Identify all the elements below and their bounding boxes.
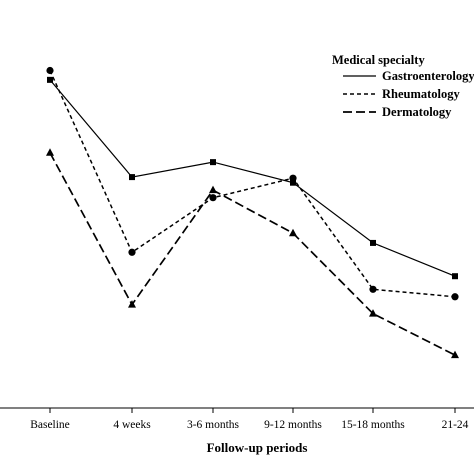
data-point-circle xyxy=(46,66,54,75)
data-point-triangle xyxy=(46,148,54,156)
data-point-square xyxy=(47,76,53,83)
x-ticks: Baseline 4 weeks 3-6 months 9-12 months 15-1… xyxy=(30,408,469,431)
x-tick-label: 4 weeks xyxy=(113,419,151,431)
data-point-square xyxy=(210,159,216,166)
data-point-square xyxy=(452,273,458,280)
x-tick-label: 15-18 months xyxy=(341,419,405,431)
data-point-circle xyxy=(451,293,459,301)
data-point-triangle xyxy=(209,185,217,194)
data-point-circle xyxy=(289,174,297,182)
data-point-circle xyxy=(209,194,217,202)
data-point-square xyxy=(290,179,296,186)
data-point-triangle xyxy=(289,228,297,237)
series-line xyxy=(49,70,456,298)
series-layer xyxy=(46,66,459,359)
x-tick-label: Baseline xyxy=(30,419,70,431)
data-point-triangle xyxy=(128,300,136,308)
legend-label: Gastroenterology xyxy=(382,69,474,83)
series-gastroenterology xyxy=(47,76,458,280)
legend-label: Dermatology xyxy=(382,105,452,119)
legend-label: Rheumatology xyxy=(382,87,461,101)
x-tick-label: 9-12 months xyxy=(264,419,322,431)
series-rheumatology xyxy=(46,66,459,301)
x-tick-label: 21-24 xyxy=(442,419,469,431)
legend: Medical specialty Gastroenterology Rheuma… xyxy=(332,53,474,119)
data-point-triangle xyxy=(369,309,377,317)
series-dermatology xyxy=(46,148,459,359)
series-line xyxy=(49,152,456,356)
x-axis-title: Follow-up periods xyxy=(207,440,308,455)
data-point-triangle xyxy=(451,350,459,359)
x-tick-label: 3-6 months xyxy=(187,419,240,431)
legend-title: Medical specialty xyxy=(332,53,425,67)
data-point-circle xyxy=(369,285,377,293)
data-point-square xyxy=(370,239,376,246)
data-point-circle xyxy=(128,248,136,256)
series-line xyxy=(49,79,456,277)
data-point-square xyxy=(129,174,135,181)
